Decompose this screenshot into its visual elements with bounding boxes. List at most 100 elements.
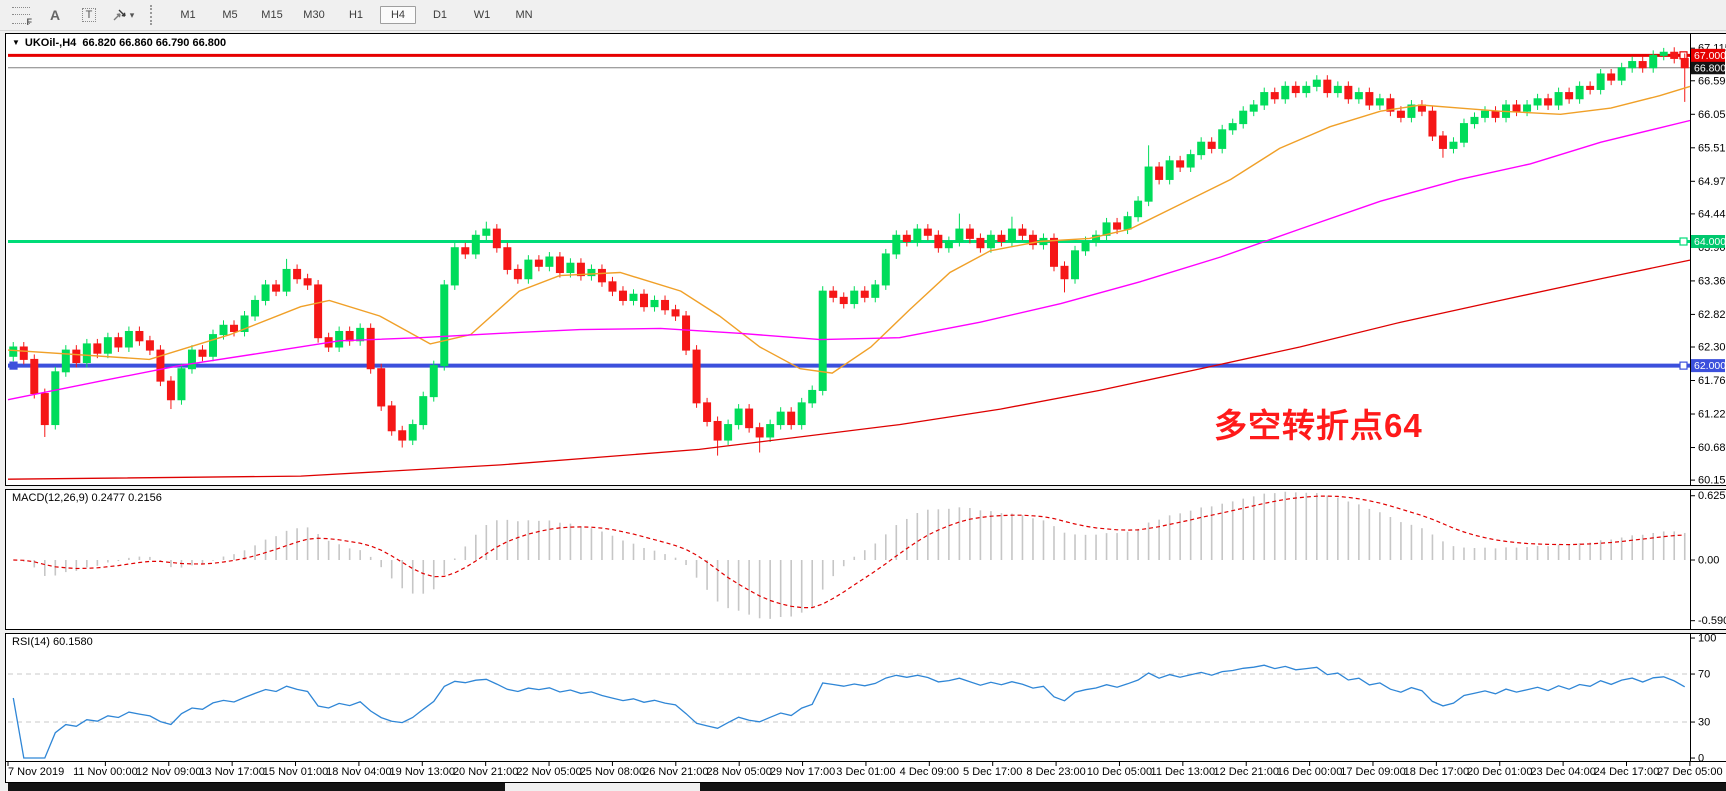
timeframe-button-mn[interactable]: MN [515,9,533,21]
timeframe-button-d1[interactable]: D1 [432,9,448,21]
bear-candle [1060,265,1069,280]
arrows-glyph [113,9,126,21]
bull-candle [1459,123,1468,143]
timeframe-button-h4[interactable]: H4 [380,6,416,24]
price-axis-tick: 66.590 [1698,75,1726,87]
bull-candle [482,228,491,236]
bull-candle [871,284,880,298]
bull-candle [187,349,196,370]
bull-candle [61,349,70,373]
text-label-icon[interactable]: A [49,7,61,23]
symbol-dropdown-icon[interactable]: ▼ [12,38,20,47]
bull-candle [1554,92,1563,106]
pivot-line-64-handle[interactable] [1679,237,1688,246]
macd-axis-tick: 0.6255 [1698,490,1726,502]
bull-candle [1260,92,1269,106]
fibonacci-retracement-icon[interactable]: F [8,4,34,27]
bear-candle [1291,85,1300,94]
chart-canvas[interactable]: 67.11566.59066.05065.51064.97064.44563.9… [0,33,1726,783]
time-axis-label: 16 Dec 00:00 [1277,766,1342,778]
macd-histogram [13,491,1686,619]
candles[interactable] [9,47,1689,456]
bear-candle [902,234,911,243]
bear-candle [860,290,869,298]
bear-candle [398,430,407,441]
bull-candle [734,408,743,426]
price-axis-tick: 63.365 [1698,275,1726,287]
bear-candle [1544,98,1553,106]
bear-candle [1028,234,1037,246]
bear-candle [366,327,375,370]
bear-candle [303,278,312,286]
ma-mid-magenta [7,119,1691,401]
timeframe-button-m5[interactable]: M5 [222,9,238,21]
bull-candle [103,337,112,354]
time-axis-label: 20 Nov 21:00 [453,766,518,778]
bear-candle [1512,104,1521,112]
timeframe-button-m30[interactable]: M30 [303,9,325,21]
arrows-tool-icon[interactable]: ▾ [110,4,136,26]
price-axis-tick: 60.155 [1698,475,1726,487]
bull-candle [818,290,827,391]
bull-candle [471,234,480,255]
bull-candle [1071,250,1080,280]
bear-candle [19,346,28,360]
rsi-panel[interactable] [5,633,1726,762]
time-axis-label: 3 Dec 01:00 [836,766,895,778]
time-axis-label: 19 Nov 13:00 [390,766,455,778]
time-axis-label: 12 Nov 09:00 [136,766,201,778]
bear-candle [513,268,522,280]
price-panel[interactable] [5,33,1726,486]
toolbar: F A T ▾ M1 M5 M15 M30 H1 H4 D1 W1 MN [0,0,1726,31]
text-icon[interactable]: T [76,4,102,26]
timeframe-button-w1[interactable]: W1 [473,9,491,21]
macd-indicator-label: MACD(12,26,9) 0.2477 0.2156 [12,492,162,504]
time-axis-label: 27 Dec 05:00 [1657,766,1722,778]
time-axis-label: 23 Dec 04:00 [1530,766,1595,778]
price-axis-tick: 62.825 [1698,309,1726,321]
timeframe-button-m15[interactable]: M15 [261,9,283,21]
time-axis-label: 17 Dec 09:00 [1340,766,1405,778]
bear-candle [492,228,501,249]
bear-candle [1670,51,1679,59]
rsi-axis-tick: 100 [1698,633,1716,645]
bull-candle [1007,228,1016,243]
timeframe-button-h1[interactable]: H1 [348,9,364,21]
rsi-axis-tick: 0 [1698,753,1704,765]
bull-candle [1123,216,1132,230]
bull-candle [1617,67,1626,81]
bull-candle [986,234,995,249]
bull-candle [1354,92,1363,100]
bull-candle [524,259,533,280]
bull-candle [419,396,428,426]
time-axis-strip[interactable] [5,762,1726,782]
bull-candle [1102,222,1111,236]
support-line-62-handle[interactable] [1679,361,1688,370]
bull-candle [955,228,964,243]
bear-candle [682,315,691,351]
bear-candle [534,259,543,267]
bear-candle [965,228,974,239]
bull-candle [1249,104,1258,112]
bull-candle [1375,98,1384,106]
bear-candle [135,330,144,342]
bull-candle [219,324,228,336]
bear-candle [1207,141,1216,149]
macd-axis-tick: 0.00 [1698,555,1719,567]
support-line-62-handle[interactable] [9,361,18,370]
timeframe-button-m1[interactable]: M1 [180,9,196,21]
bear-candle [555,256,564,274]
bear-candle [1049,237,1058,267]
chart-text-annotation[interactable]: 多空转折点64 [1214,407,1423,444]
bear-candle [230,324,239,332]
bear-candle [345,330,354,342]
bear-candle [387,405,396,432]
bull-candle [1144,166,1153,202]
resistance-line-67-handle[interactable] [1679,51,1688,60]
chart-title[interactable]: ▼ UKOil-,H4 66.820 66.860 66.790 66.800 [12,37,227,49]
toolbar-grip[interactable] [150,5,157,25]
bull-candle [1333,85,1342,94]
macd-axis-tick: -0.5903 [1698,615,1726,627]
macd-panel[interactable] [5,489,1726,630]
time-axis-label: 8 Dec 23:00 [1026,766,1085,778]
